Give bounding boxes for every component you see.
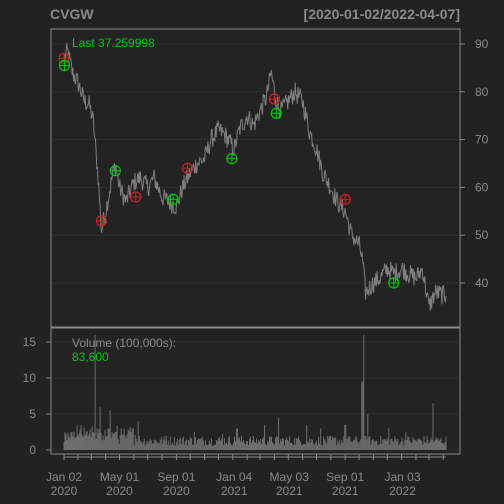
date-tick-label-year: 2021 [332,484,359,498]
volume-bars [63,334,447,450]
price-panel-frame [50,28,461,328]
price-tick-label: 80 [475,85,489,99]
date-tick-label-day: Jan 03 [385,470,421,484]
price-grid [52,43,459,284]
date-tick-label-year: 2021 [276,484,303,498]
sell-signal-marker [95,215,108,227]
date-tick-label-year: 2022 [389,484,416,498]
volume-tick-label: 15 [23,335,37,349]
sell-signal-marker [339,193,351,205]
volume-panel: 0 5 10 15 Volume (100,000s): 83,600 [23,327,461,457]
date-range-title: [2020-01-02/2022-04-07] [304,6,460,22]
buy-signal-marker [58,59,71,72]
date-tick-label-year: 2020 [51,484,78,498]
price-tick-label: 50 [475,228,489,242]
volume-label: Volume (100,000s): [72,336,176,350]
volume-tick-label: 0 [29,443,36,457]
price-panel: 40 50 60 70 80 90 Last 37.259998 [50,28,489,328]
date-tick-label-year: 2021 [221,484,248,498]
buy-signal-marker [270,107,282,119]
price-tick-label: 60 [475,180,489,194]
ticker-title: CVGW [50,6,94,22]
price-tick-label: 40 [475,276,489,290]
date-tick-label-day: Jan 02 [46,470,82,484]
date-tick-label-day: Sep 01 [326,470,364,484]
buy-signal-marker [388,277,400,289]
volume-axis: 0 5 10 15 [23,335,51,457]
volume-panel-frame [50,327,461,455]
last-price-label: Last 37.259998 [72,36,155,50]
date-tick-label-year: 2020 [163,484,190,498]
volume-tick-label: 5 [29,407,36,421]
date-tick-label-day: May 01 [100,470,140,484]
sell-signal-marker [268,93,281,105]
price-series-line [63,43,447,311]
buy-signal-marker [226,153,238,165]
sell-signal-marker [130,191,142,203]
price-tick-label: 70 [475,133,489,147]
buy-signal-marker [167,193,179,205]
date-tick-label-day: Jan 04 [216,470,252,484]
date-tick-label-day: May 03 [270,470,310,484]
sell-signal-marker [181,162,194,174]
volume-tick-label: 10 [23,371,37,385]
signal-markers [58,52,400,289]
buy-signal-marker [109,165,121,177]
price-axis: 40 50 60 70 80 90 [460,37,489,290]
date-tick-label-year: 2020 [106,484,133,498]
price-tick-label: 90 [475,37,489,51]
volume-last-value: 83,600 [72,350,109,364]
date-tick-label-day: Sep 01 [157,470,195,484]
